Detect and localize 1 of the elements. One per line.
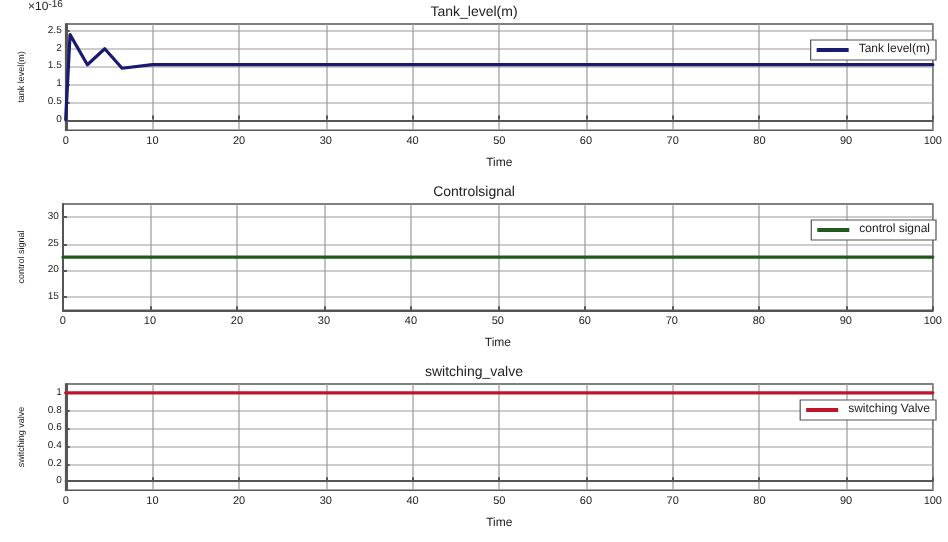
line-series xyxy=(64,33,935,122)
